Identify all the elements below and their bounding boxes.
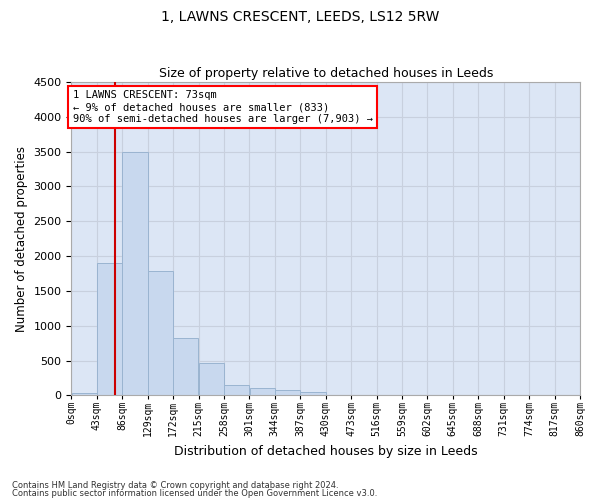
Bar	[199, 364, 224, 396]
Title: Size of property relative to detached houses in Leeds: Size of property relative to detached ho…	[158, 66, 493, 80]
Bar	[301, 392, 326, 396]
Text: Contains public sector information licensed under the Open Government Licence v3: Contains public sector information licen…	[12, 488, 377, 498]
Bar	[250, 388, 275, 396]
Text: Contains HM Land Registry data © Crown copyright and database right 2024.: Contains HM Land Registry data © Crown c…	[12, 481, 338, 490]
Bar	[97, 263, 122, 396]
Text: 1 LAWNS CRESCENT: 73sqm
← 9% of detached houses are smaller (833)
90% of semi-de: 1 LAWNS CRESCENT: 73sqm ← 9% of detached…	[73, 90, 373, 124]
Bar	[275, 390, 300, 396]
Y-axis label: Number of detached properties: Number of detached properties	[15, 146, 28, 332]
X-axis label: Distribution of detached houses by size in Leeds: Distribution of detached houses by size …	[174, 444, 478, 458]
Bar	[148, 272, 173, 396]
Bar	[173, 338, 199, 396]
Text: 1, LAWNS CRESCENT, LEEDS, LS12 5RW: 1, LAWNS CRESCENT, LEEDS, LS12 5RW	[161, 10, 439, 24]
Bar	[71, 394, 97, 396]
Bar	[122, 152, 148, 396]
Bar	[224, 384, 249, 396]
